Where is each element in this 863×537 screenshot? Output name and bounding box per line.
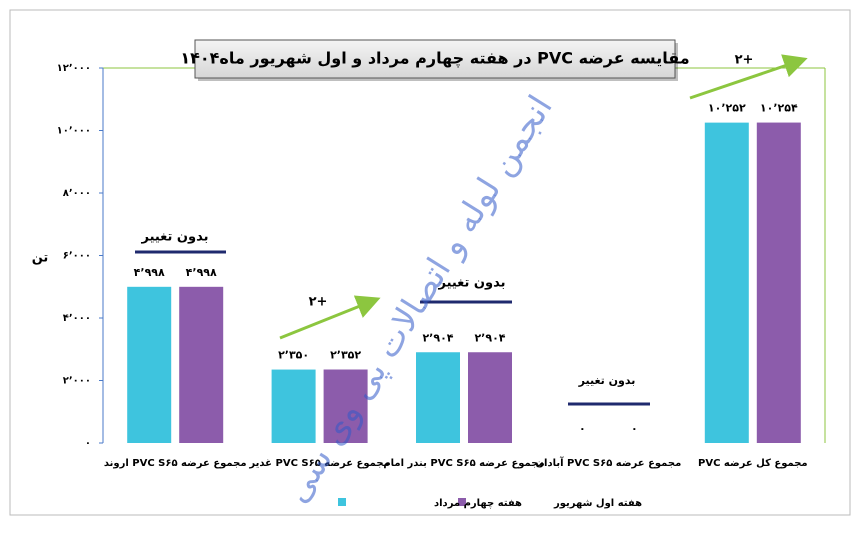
value-label: ۰ — [579, 422, 586, 435]
y-tick-label: ۸٬۰۰۰ — [63, 188, 91, 199]
x-tick-label: مجموع عرضه PVC S۶۵ بندر امام — [383, 458, 544, 469]
bar — [179, 286, 224, 443]
y-tick-label: ۰ — [85, 438, 91, 449]
annotation: بدون تغییر — [578, 374, 636, 387]
bar — [416, 352, 460, 443]
x-tick-label: مجموع عرضه PVC S۶۵ غدیر — [248, 458, 389, 469]
annotation: بدون تغییر — [140, 230, 208, 245]
bar — [468, 352, 512, 443]
value-label: ۲٬۹۰۴ — [422, 331, 453, 344]
annotation: +۲ — [735, 53, 754, 68]
arrow — [689, 54, 808, 100]
value-label: ۲٬۳۵۰ — [278, 349, 309, 362]
bar — [704, 122, 749, 443]
y-axis-label: تن — [32, 251, 49, 266]
legend-swatch — [338, 498, 346, 506]
bar — [127, 286, 172, 443]
value-label: ۲٬۹۰۴ — [474, 331, 505, 344]
legend-swatch — [458, 498, 466, 506]
bar — [271, 369, 316, 443]
bar — [323, 369, 368, 443]
bar — [756, 122, 801, 443]
value-label: ۱۰٬۲۵۲ — [708, 102, 746, 115]
y-tick-label: ۲٬۰۰۰ — [63, 376, 91, 387]
legend-label: هفته چهارم مرداد — [434, 498, 522, 509]
value-label: ۰ — [631, 422, 638, 435]
y-tick-label: ۱۲٬۰۰۰ — [57, 63, 91, 74]
value-label: ۴٬۹۹۸ — [186, 266, 217, 279]
title-box — [194, 39, 676, 79]
chart-title: مقایسه عرضه PVC در هفته چهارم مرداد و او… — [180, 49, 689, 69]
value-label: ۴٬۹۹۸ — [134, 266, 165, 279]
annotation: بدون تغییر — [437, 276, 505, 291]
legend-label: هفته اول شهریور — [553, 498, 642, 509]
x-tick-label: مجموع کل عرضه PVC — [698, 458, 808, 469]
y-tick-label: ۶٬۰۰۰ — [63, 251, 91, 262]
x-tick-label: مجموع عرضه PVC S۶۵ اروند — [104, 458, 247, 469]
annotation: +۲ — [309, 295, 328, 310]
x-tick-label: مجموع عرضه PVC S۶۵ آبادان — [536, 456, 682, 469]
value-label: ۲٬۳۵۲ — [330, 349, 361, 362]
arrow — [279, 295, 381, 340]
value-label: ۱۰٬۲۵۴ — [760, 102, 798, 115]
y-tick-label: ۴٬۰۰۰ — [63, 313, 91, 324]
y-tick-label: ۱۰٬۰۰۰ — [57, 126, 91, 137]
